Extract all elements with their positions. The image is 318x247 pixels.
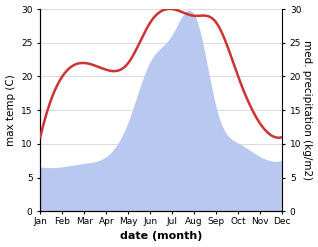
Y-axis label: max temp (C): max temp (C) bbox=[5, 74, 16, 146]
Y-axis label: med. precipitation (kg/m2): med. precipitation (kg/m2) bbox=[302, 40, 313, 180]
X-axis label: date (month): date (month) bbox=[120, 231, 203, 242]
